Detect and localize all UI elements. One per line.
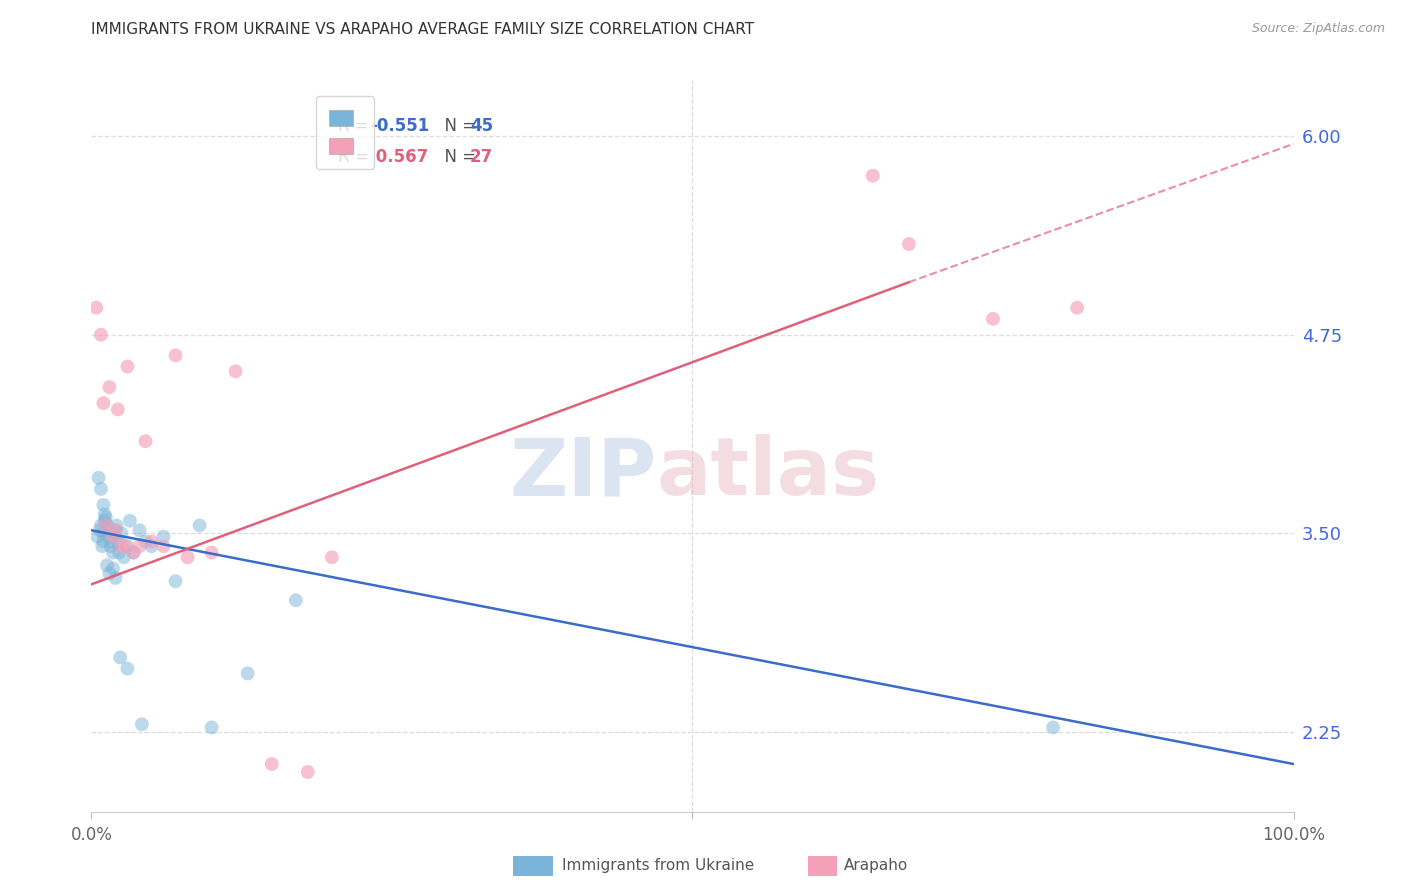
Point [96,518,118,533]
Point [93,534,115,549]
Point [321,550,343,565]
Point [110,526,132,541]
Text: N =: N = [434,117,481,135]
Point [134,534,156,549]
Text: Arapaho: Arapaho [844,858,908,872]
Point [128,539,150,553]
Point [165,348,187,362]
Text: ZIP: ZIP [509,434,657,512]
Text: R =: R = [337,148,374,166]
Point [87,471,110,485]
Point [117,662,139,676]
Point [101,534,124,549]
Point [1042,721,1064,735]
Point [100,539,122,553]
Point [101,530,124,544]
Point [152,539,174,553]
Point [104,571,127,585]
Point [122,545,145,559]
Legend: , : , [316,96,374,169]
Point [110,650,132,665]
Point [236,666,259,681]
Point [114,539,136,553]
Point [93,508,115,522]
Point [98,566,121,581]
Point [141,534,163,549]
Point [89,523,111,537]
Point [93,514,115,528]
Point [101,561,124,575]
Text: 45: 45 [470,117,494,135]
Point [93,526,115,541]
Point [94,510,117,524]
Point [176,550,198,565]
Text: Immigrants from Ukraine: Immigrants from Ukraine [562,858,755,872]
Point [98,380,121,394]
Point [110,539,132,553]
Point [97,530,120,544]
Point [1066,301,1088,315]
Point [134,434,156,449]
Text: 27: 27 [470,148,494,166]
Point [117,539,139,553]
Point [118,514,141,528]
Point [297,764,319,779]
Point [165,574,187,589]
Point [98,523,121,537]
Point [225,364,247,378]
Point [107,402,129,417]
Point [200,721,222,735]
Point [122,545,145,559]
Point [131,717,153,731]
Point [128,523,150,537]
Point [90,327,112,342]
Text: Source: ZipAtlas.com: Source: ZipAtlas.com [1251,22,1385,36]
Point [94,518,117,533]
Text: N =: N = [434,148,481,166]
Point [862,169,884,183]
Point [96,558,118,573]
Point [897,237,920,252]
Point [284,593,307,607]
Point [84,301,107,315]
Point [112,550,135,565]
Point [91,539,114,553]
Point [108,545,131,559]
Point [93,396,115,410]
Point [107,534,129,549]
Point [152,530,174,544]
Point [200,545,222,559]
Text: -0.551: -0.551 [370,117,430,135]
Point [86,530,108,544]
Point [188,518,211,533]
Point [93,498,115,512]
Text: R =: R = [337,117,374,135]
Text: atlas: atlas [657,434,880,512]
Point [981,311,1004,326]
Point [104,523,127,537]
Point [90,518,112,533]
Point [260,757,283,772]
Text: IMMIGRANTS FROM UKRAINE VS ARAPAHO AVERAGE FAMILY SIZE CORRELATION CHART: IMMIGRANTS FROM UKRAINE VS ARAPAHO AVERA… [91,22,755,37]
Point [103,530,125,544]
Point [90,482,112,496]
Point [117,359,139,374]
Point [141,539,163,553]
Point [101,545,124,559]
Point [104,523,127,537]
Point [105,518,128,533]
Text: 0.567: 0.567 [370,148,429,166]
